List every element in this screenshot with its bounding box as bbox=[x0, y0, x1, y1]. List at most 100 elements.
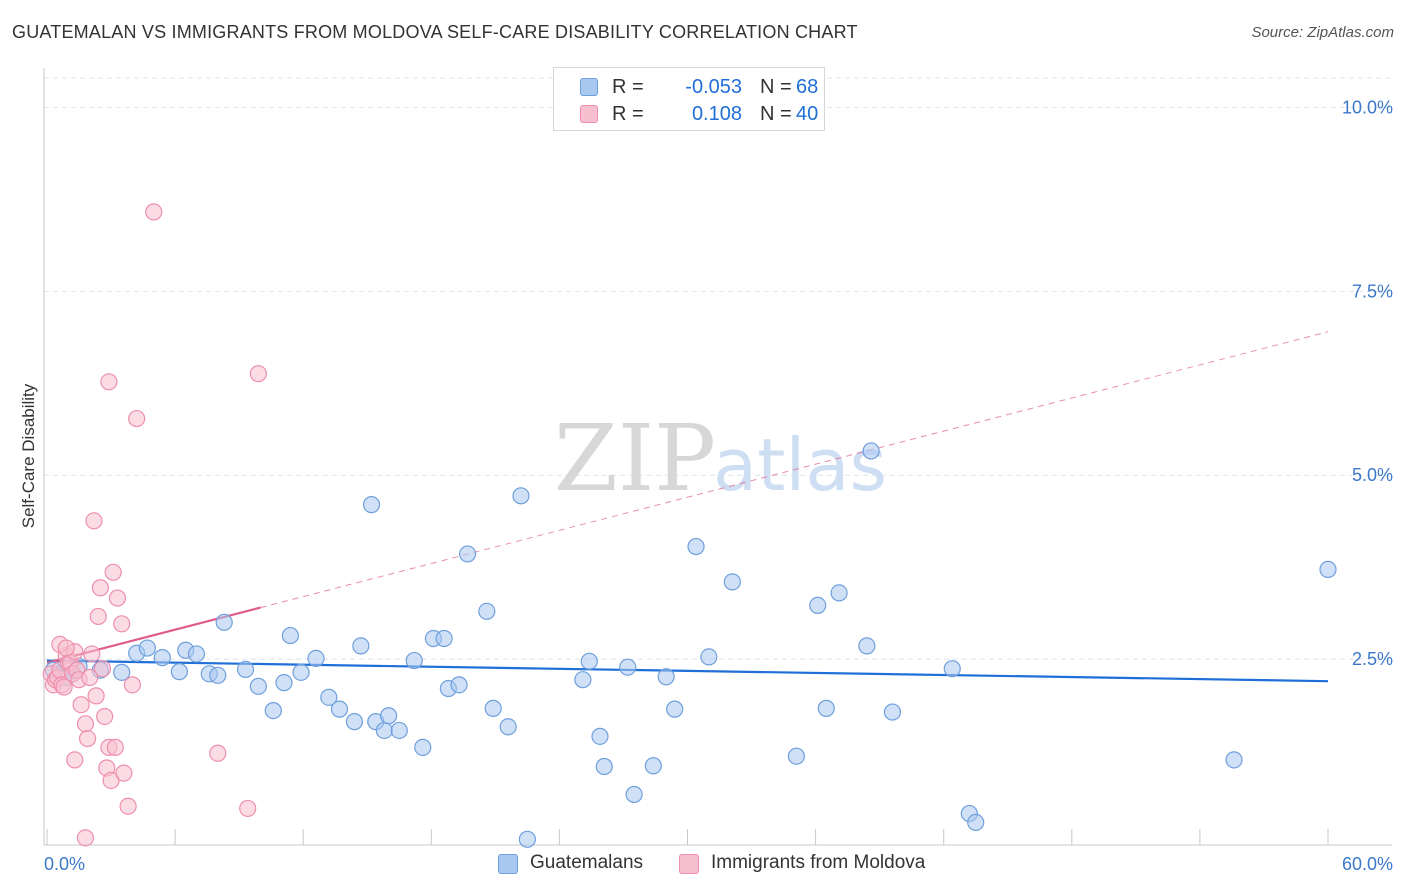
point-guatemalan bbox=[817, 699, 835, 717]
point-guatemalan bbox=[809, 596, 827, 615]
point-guatemalan bbox=[625, 785, 643, 804]
legend-n-value: 40 bbox=[796, 103, 819, 125]
point-guatemalan bbox=[967, 813, 985, 832]
point-guatemalan bbox=[281, 626, 299, 645]
point-moldova bbox=[123, 676, 141, 694]
bottom-legend-label: Immigrants from Moldova bbox=[711, 852, 926, 873]
point-guatemalan bbox=[943, 660, 961, 678]
point-guatemalan bbox=[307, 649, 325, 667]
legend-r-value: -0.053 bbox=[685, 76, 742, 98]
watermark: ZIP atlas bbox=[554, 405, 887, 512]
point-guatemalan bbox=[209, 666, 227, 684]
point-moldova bbox=[85, 512, 103, 530]
y-tick-label: 5.0% bbox=[1352, 465, 1393, 485]
chart-title: GUATEMALAN VS IMMIGRANTS FROM MOLDOVA SE… bbox=[12, 22, 858, 42]
bottom-legend-swatch-blue bbox=[498, 854, 518, 874]
point-guatemalan bbox=[153, 649, 171, 667]
watermark-zip: ZIP bbox=[554, 405, 716, 512]
point-moldova bbox=[72, 696, 90, 714]
y-tick-label: 10.0% bbox=[1342, 97, 1393, 117]
y-axis-label: Self-Care Disability bbox=[19, 383, 38, 528]
point-moldova bbox=[83, 645, 101, 663]
point-moldova bbox=[239, 799, 257, 818]
y-tick-label: 2.5% bbox=[1352, 649, 1393, 669]
point-guatemalan bbox=[518, 830, 536, 848]
point-moldova bbox=[128, 409, 146, 428]
point-guatemalan bbox=[883, 703, 902, 721]
bottom-legend-label: Guatemalans bbox=[530, 852, 644, 873]
point-guatemalan bbox=[414, 738, 432, 756]
point-guatemalan bbox=[435, 629, 453, 648]
point-guatemalan bbox=[512, 487, 530, 505]
point-guatemalan bbox=[264, 701, 282, 720]
point-guatemalan bbox=[830, 584, 848, 602]
point-guatemalan bbox=[215, 613, 233, 631]
legend-swatch-pink bbox=[580, 105, 598, 123]
point-guatemalan bbox=[187, 645, 206, 663]
point-guatemalan bbox=[478, 602, 496, 620]
y-tick-label: 7.5% bbox=[1352, 281, 1393, 301]
point-guatemalan bbox=[591, 727, 609, 745]
stats-legend: R = -0.053 N = 68 R = 0.108 N = 40 bbox=[553, 67, 825, 131]
point-guatemalan bbox=[644, 757, 662, 775]
point-guatemalan bbox=[292, 663, 310, 681]
point-guatemalan bbox=[723, 573, 741, 591]
point-guatemalan bbox=[595, 757, 613, 776]
point-guatemalan bbox=[375, 721, 393, 740]
axes bbox=[43, 68, 1392, 846]
legend-r-label: R = bbox=[612, 103, 644, 125]
legend-r-label: R = bbox=[612, 76, 644, 98]
point-moldova bbox=[93, 660, 112, 678]
legend-n-value: 68 bbox=[796, 76, 819, 98]
point-moldova bbox=[100, 373, 118, 391]
point-guatemalan bbox=[862, 442, 880, 460]
point-guatemalan bbox=[499, 718, 517, 736]
point-moldova bbox=[102, 771, 120, 790]
point-moldova bbox=[87, 687, 105, 705]
point-guatemalan bbox=[249, 677, 267, 695]
bottom-legend-swatch-pink bbox=[679, 854, 699, 874]
point-guatemalan bbox=[458, 545, 477, 563]
point-moldova bbox=[115, 764, 133, 782]
point-moldova bbox=[66, 751, 84, 769]
point-guatemalan bbox=[484, 699, 502, 717]
point-guatemalan bbox=[275, 674, 293, 692]
legend-swatch-blue bbox=[580, 78, 598, 96]
point-guatemalan bbox=[320, 688, 338, 706]
point-moldova bbox=[91, 579, 109, 597]
point-moldova bbox=[78, 729, 97, 748]
point-moldova bbox=[209, 744, 227, 762]
point-moldova bbox=[145, 203, 163, 221]
legend-r-value: 0.108 bbox=[691, 103, 742, 125]
point-moldova bbox=[76, 715, 95, 733]
point-moldova bbox=[113, 615, 131, 633]
point-guatemalan bbox=[700, 648, 718, 666]
source-label: Source: ZipAtlas.com bbox=[1251, 24, 1394, 41]
point-guatemalan bbox=[574, 671, 592, 689]
point-moldova bbox=[81, 668, 99, 687]
point-guatemalan bbox=[345, 713, 364, 731]
legend-n-label: N = bbox=[760, 103, 792, 125]
point-guatemalan bbox=[330, 700, 349, 718]
point-guatemalan bbox=[170, 663, 188, 681]
point-guatemalan bbox=[657, 668, 675, 686]
point-guatemalan bbox=[138, 639, 156, 657]
point-guatemalan bbox=[580, 652, 598, 670]
x-tick-label-max: 60.0% bbox=[1342, 854, 1393, 874]
point-moldova bbox=[76, 829, 95, 847]
point-guatemalan bbox=[405, 651, 423, 670]
point-moldova bbox=[108, 589, 127, 607]
point-guatemalan bbox=[1225, 751, 1243, 769]
trend-line-guatemalan bbox=[46, 659, 1329, 683]
point-guatemalan bbox=[666, 700, 684, 718]
point-moldova bbox=[249, 365, 267, 383]
point-moldova bbox=[119, 797, 137, 815]
point-guatemalan bbox=[352, 637, 370, 655]
point-guatemalan bbox=[619, 658, 637, 676]
point-guatemalan bbox=[380, 707, 398, 725]
trend-extension-moldova bbox=[260, 331, 1329, 609]
legend-n-label: N = bbox=[760, 76, 792, 98]
point-guatemalan bbox=[113, 663, 131, 681]
point-guatemalan bbox=[1319, 560, 1337, 578]
